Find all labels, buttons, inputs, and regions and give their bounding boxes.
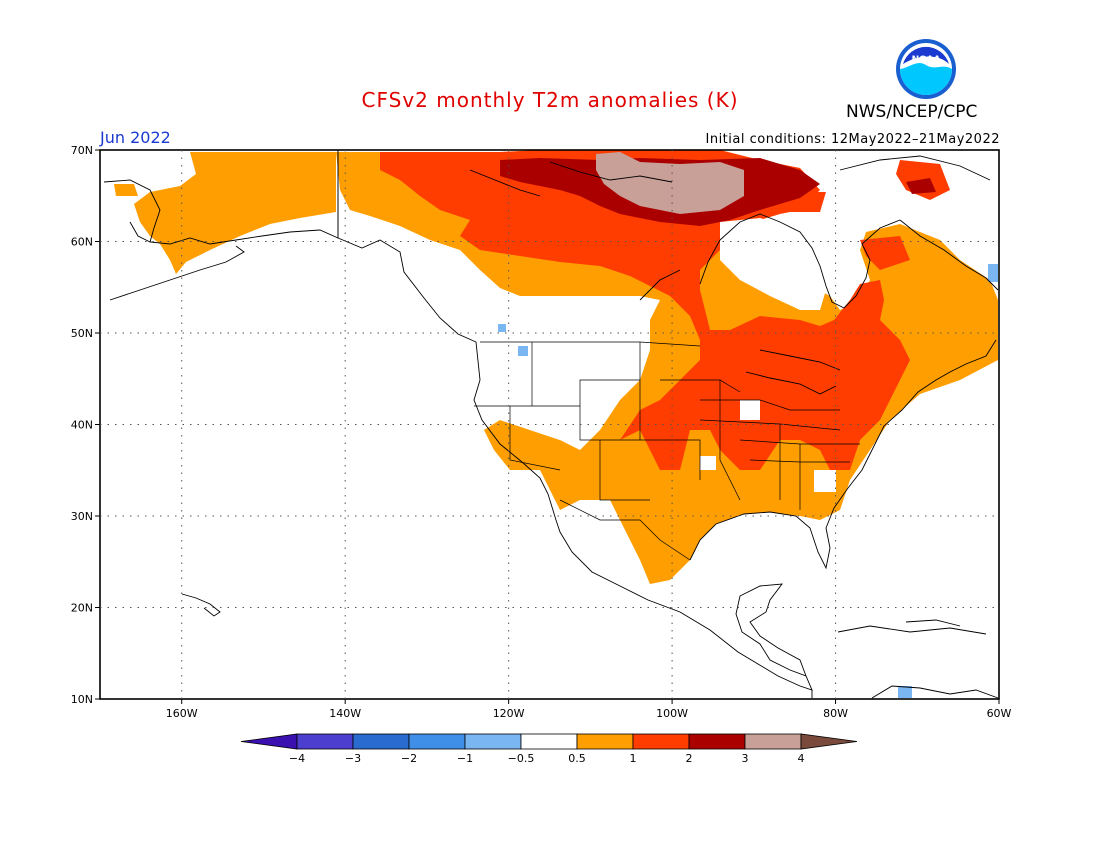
lat-label: 10N <box>71 693 93 706</box>
colorbar-label: 3 <box>742 752 749 765</box>
colorbar-label: 2 <box>686 752 693 765</box>
lon-label: 60W <box>987 707 1012 720</box>
colorbar-swatch <box>352 733 410 750</box>
colorbar-label: −1 <box>457 752 473 765</box>
axis-ticks: 70N 60N 50N 40N 30N 20N 10N 160W 140W 120W 100W 80W… <box>71 144 1012 720</box>
agency-label: NWS/NCEP/CPC <box>846 102 978 122</box>
colorbar-label: 0.5 <box>568 752 586 765</box>
colorbar-swatch <box>632 733 690 750</box>
political-borders-layer <box>337 150 860 561</box>
colorbar: −4 −3 −2 −1 −0.5 0.5 1 2 3 4 <box>240 733 858 765</box>
colorbar-swatch <box>296 733 354 750</box>
colorbar-label: −2 <box>401 752 417 765</box>
colorbar-label: 1 <box>630 752 637 765</box>
lat-label: 50N <box>71 327 93 340</box>
lat-label: 60N <box>71 236 93 249</box>
colorbar-swatch <box>576 733 634 750</box>
anomaly-fill-layer <box>114 150 998 698</box>
colorbar-arrow-low <box>240 733 298 750</box>
lat-label: 20N <box>71 602 93 615</box>
colorbar-swatch <box>464 733 522 750</box>
lon-label: 140W <box>329 707 361 720</box>
noaa-logo: NOAA <box>896 39 956 99</box>
colorbar-label: 4 <box>798 752 805 765</box>
colorbar-arrow-high <box>800 733 858 750</box>
colorbar-label: −4 <box>289 752 305 765</box>
lon-label: 100W <box>656 707 688 720</box>
colorbar-label: −0.5 <box>508 752 535 765</box>
lat-label: 30N <box>71 510 93 523</box>
colorbar-label: −3 <box>345 752 361 765</box>
lon-label: 160W <box>166 707 198 720</box>
map-title: CFSv2 monthly T2m anomalies (K) <box>361 88 739 112</box>
initial-conditions-label: Initial conditions: 12May2022–21May2022 <box>705 132 1000 147</box>
colorbar-swatch <box>744 733 802 750</box>
coastlines-layer <box>103 150 999 699</box>
lon-label: 120W <box>493 707 525 720</box>
colorbar-swatch <box>408 733 466 750</box>
lat-label: 40N <box>71 419 93 432</box>
colorbar-swatch <box>688 733 746 750</box>
forecast-month-label: Jun 2022 <box>100 128 171 147</box>
noaa-logo-text: NOAA <box>912 55 941 65</box>
lon-label: 80W <box>823 707 848 720</box>
colorbar-swatch <box>520 733 578 750</box>
graticule-layer <box>100 150 999 699</box>
lat-label: 70N <box>71 144 93 157</box>
